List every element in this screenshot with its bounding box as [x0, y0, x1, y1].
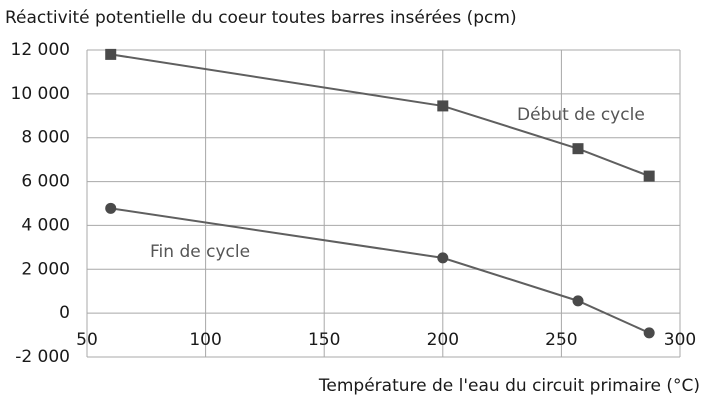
- y-tick-label: 8 000: [21, 128, 70, 148]
- x-axis-label: Température de l'eau du circuit primaire…: [318, 376, 700, 396]
- y-tick-label: 0: [59, 303, 70, 323]
- y-tick-label: 2 000: [21, 259, 70, 279]
- y-tick-label: 12 000: [11, 40, 70, 60]
- x-tick-label: 300: [664, 330, 696, 350]
- series-line: [110, 207, 650, 334]
- chart-title: Réactivité potentielle du coeur toutes b…: [5, 8, 517, 28]
- x-tick-label: 150: [308, 330, 340, 350]
- series-label: Fin de cycle: [150, 242, 250, 262]
- marker: [572, 295, 584, 307]
- series-label: Début de cycle: [517, 105, 645, 125]
- marker: [105, 48, 117, 60]
- x-tick-label: 200: [427, 330, 459, 350]
- marker: [643, 170, 655, 182]
- x-tick-label: 100: [189, 330, 221, 350]
- y-tick-label: 10 000: [11, 84, 70, 104]
- y-tick-label: 6 000: [21, 172, 70, 192]
- y-tick-label: 4 000: [21, 215, 70, 235]
- marker: [437, 100, 449, 112]
- marker: [105, 202, 117, 214]
- y-tick-label: -2 000: [15, 347, 70, 367]
- marker: [437, 252, 449, 264]
- x-tick-label: 250: [545, 330, 577, 350]
- marker: [572, 143, 584, 155]
- x-tick-label: 50: [76, 330, 98, 350]
- marker: [643, 327, 655, 339]
- series-line: [110, 53, 650, 178]
